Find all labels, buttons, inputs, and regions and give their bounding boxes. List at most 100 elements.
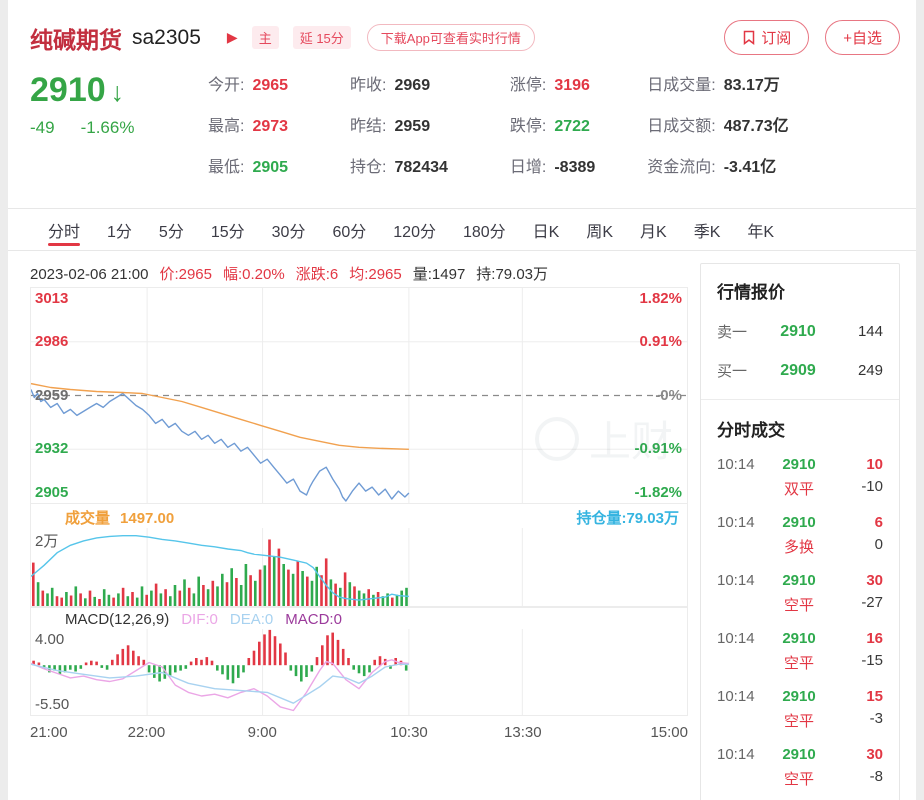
tab-4[interactable]: 30分 [271, 223, 306, 241]
tick-row-2: 10:14 2910 30 空平 -27 [717, 572, 883, 615]
macd-header: MACD(12,26,9) DIF:0 DEA:0 MACD:0 [31, 607, 687, 629]
summary-field-label: 涨停: [509, 77, 547, 94]
summary-field-5: 跌停: 2722 [510, 112, 595, 136]
summary-field-7: 持仓: 782434 [350, 153, 448, 177]
time-tick-0: 21:00 [30, 724, 68, 741]
tick-price: 2910 [782, 630, 816, 647]
tick-price: 2910 [782, 688, 816, 705]
main-contract-badge: 主 [251, 26, 279, 49]
daily-stat-0: 日成交量: 83.17万 [647, 71, 788, 95]
tick-volume: 30 [866, 746, 883, 763]
tick-list[interactable]: 10:14 2910 10 双平 -10 10:14 2910 6 多换 0 10:14 2910 30… [717, 456, 883, 789]
tab-12[interactable]: 年K [747, 223, 775, 241]
tick-type: 双平 [783, 481, 814, 498]
summary-field-value: 2969 [394, 77, 431, 94]
quote-qty: 249 [857, 362, 883, 379]
tick-time: 10:14 [717, 746, 755, 763]
time-tick-1: 22:00 [127, 724, 166, 741]
macd-name: MACD(12,26,9) [65, 611, 170, 628]
daily-stat-1: 日成交额: 487.73亿 [647, 112, 788, 136]
download-app-pill[interactable]: 下载App可查看实时行情 [366, 24, 535, 51]
macd-chart-wrap: 4.00 -5.50 [31, 629, 687, 715]
macd-macd-value: MACD:0 [285, 611, 342, 628]
info-segment-4: 均:2965 [349, 266, 402, 283]
tick-time: 10:14 [717, 456, 755, 473]
tick-change: 0 [874, 536, 883, 553]
price-block: 2910 ↓ -49 -1.66% [30, 71, 208, 138]
tab-10[interactable]: 月K [640, 223, 667, 241]
tick-change: -10 [861, 478, 883, 495]
tab-9[interactable]: 周K [586, 223, 614, 241]
tab-8[interactable]: 日K [532, 223, 560, 241]
quote-price: 2909 [780, 361, 816, 379]
tick-volume: 6 [874, 514, 883, 531]
tab-3[interactable]: 15分 [210, 223, 245, 241]
macd-dif-value: DIF:0 [181, 611, 218, 628]
add-watchlist-button[interactable]: +自选 [825, 20, 900, 55]
info-segment-1: 价:2965 [159, 266, 212, 283]
info-segment-2: 幅:0.20% [222, 266, 285, 283]
tick-row-1: 10:14 2910 6 多换 0 [717, 514, 883, 557]
tab-5[interactable]: 60分 [332, 223, 367, 241]
ticks-title: 分时成交 [717, 421, 785, 440]
tab-2[interactable]: 5分 [158, 223, 184, 241]
quote-panel-title: 行情报价 [717, 283, 785, 302]
tick-volume: 16 [866, 630, 883, 647]
tick-change: -15 [861, 652, 883, 669]
quote-label: 买一 [717, 363, 748, 380]
summary-field-label: 最高: [208, 118, 245, 135]
tick-change: -8 [869, 768, 883, 785]
quote-row-0: 卖一 2910 144 [717, 321, 883, 342]
daily-stat-label: 日成交额: [647, 118, 716, 135]
chart-column: 2023-02-06 21:00 价:2965 幅:0.20% 涨跌:6 均:2965 量… [30, 263, 688, 800]
tick-type: 空平 [783, 771, 814, 788]
summary-field-label: 持仓: [350, 159, 387, 176]
quote-panel: 行情报价 卖一 2910 144 买一 2909 249 分时成交 10:14 2910 10… [700, 263, 900, 800]
summary-field-label: 今开: [208, 77, 245, 94]
macd-pane: MACD(12,26,9) DIF:0 DEA:0 MACD:0 4.00 -5… [31, 606, 687, 715]
summary-field-value: -8389 [554, 159, 596, 176]
tick-row-0: 10:14 2910 10 双平 -10 [717, 456, 883, 499]
crosshair-info-line: 2023-02-06 21:00 价:2965 幅:0.20% 涨跌:6 均:2965 量… [30, 263, 688, 287]
summary-field-value: 3196 [554, 77, 590, 94]
page-title: 纯碱期货 [30, 26, 122, 53]
tick-type: 空平 [783, 597, 814, 614]
tab-0[interactable]: 分时 [48, 209, 81, 250]
summary-field-value: 782434 [394, 159, 448, 176]
tick-type: 空平 [783, 713, 814, 730]
quote-rows: 卖一 2910 144 买一 2909 249 [717, 321, 883, 381]
tab-6[interactable]: 120分 [393, 223, 436, 241]
volume-chart[interactable] [31, 528, 687, 606]
tab-11[interactable]: 季K [693, 223, 721, 241]
summary-field-3: 最高: 2973 [208, 112, 288, 136]
tab-1[interactable]: 1分 [107, 223, 132, 241]
tick-type: 空平 [783, 655, 814, 672]
volume-pane: 成交量 1497.00 持仓量:79.03万 2万 [31, 503, 687, 606]
subscribe-button[interactable]: 订阅 [724, 20, 810, 55]
summary-field-value: 2973 [252, 118, 289, 135]
time-tick-2: 9:00 [247, 724, 277, 741]
daily-stat-value: -3.41亿 [723, 159, 777, 176]
tick-row-5: 10:14 2910 30 空平 -8 [717, 746, 883, 789]
info-segment-0: 2023-02-06 21:00 [30, 266, 149, 283]
summary-field-4: 昨结: 2959 [350, 112, 448, 136]
tick-row-4: 10:14 2910 15 空平 -3 [717, 688, 883, 731]
tick-type: 多换 [783, 539, 814, 556]
tick-time: 10:14 [717, 514, 755, 531]
summary-field-value: 2722 [554, 118, 590, 135]
summary-field-value: 2965 [252, 77, 289, 94]
tick-change: -3 [869, 710, 883, 727]
tick-time: 10:14 [717, 688, 755, 705]
summary-field-1: 昨收: 2969 [350, 71, 448, 95]
tick-volume: 15 [866, 688, 883, 705]
tick-volume: 30 [866, 572, 883, 589]
bookmark-icon [743, 30, 755, 45]
play-icon[interactable]: ▶ [226, 29, 238, 45]
tick-price: 2910 [782, 456, 816, 473]
quote-price: 2910 [780, 322, 816, 340]
summary-field-value: 2959 [394, 118, 431, 135]
intraday-chart[interactable] [31, 288, 687, 503]
time-axis: 21:00 22:00 9:00 10:30 13:30 15:00 [30, 720, 688, 746]
tab-7[interactable]: 180分 [462, 223, 506, 241]
macd-chart[interactable] [31, 629, 687, 715]
